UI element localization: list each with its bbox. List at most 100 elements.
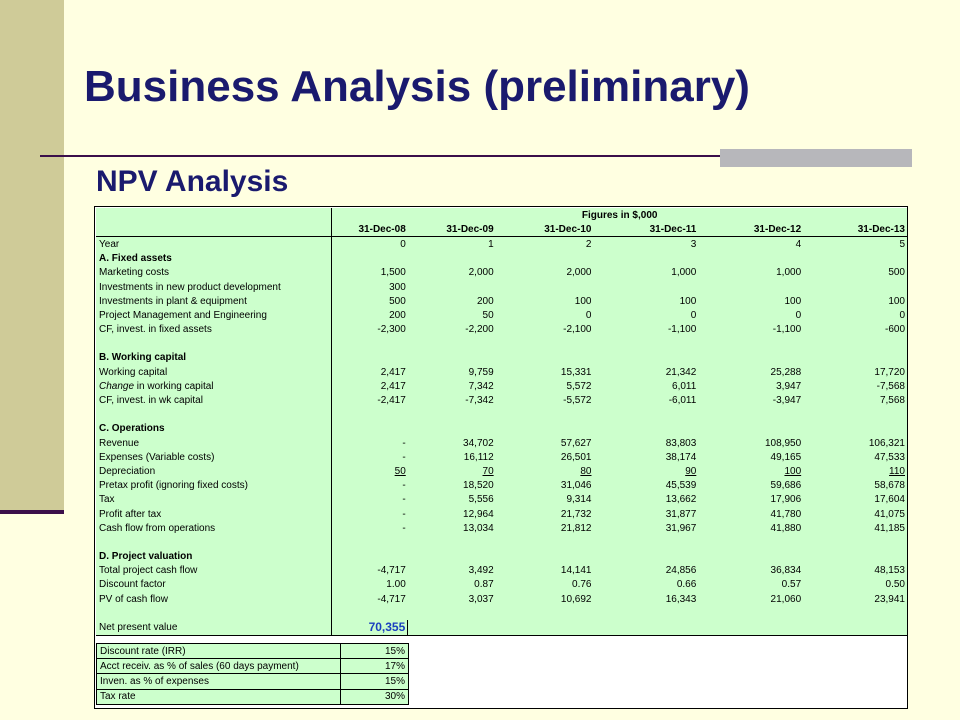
table-row-pat: Profit after tax -12,964 21,732 31,877 41,78… <box>96 506 907 522</box>
value-cell: 2,417 <box>331 365 408 380</box>
blank-cell <box>803 606 907 621</box>
value-cell: 15,331 <box>495 365 594 380</box>
value-cell: -2,417 <box>331 393 408 408</box>
table-row-inv-plant: Investments in plant & equipment 500 200 10… <box>96 294 907 309</box>
value-cell: 106,321 <box>803 436 907 451</box>
blank-cell <box>331 407 408 422</box>
value-cell: -1,100 <box>593 322 699 337</box>
value-cell: 16,343 <box>593 592 699 607</box>
blank-cell <box>803 620 907 636</box>
value-cell: 1 <box>407 236 496 252</box>
title-rule <box>40 155 912 157</box>
value-cell: 3,037 <box>407 592 496 607</box>
blank-cell <box>331 535 408 550</box>
npv-value-cell: 70,355 <box>331 620 409 636</box>
figures-note: Figures in $,000 <box>331 208 907 223</box>
table-row-sec-b: B. Working capital <box>96 350 907 366</box>
value-cell: 200 <box>407 294 496 309</box>
header-blank <box>96 222 333 238</box>
param-label: Tax rate <box>96 688 341 705</box>
value-cell: 34,702 <box>407 436 496 451</box>
row-label: Total project cash flow <box>96 563 333 578</box>
table-row-chg-wc: Change in working capital 2,417 7,342 5,572… <box>96 379 907 394</box>
value-cell: 2,417 <box>331 379 408 394</box>
value-cell: - <box>331 521 408 536</box>
value-cell: 100 <box>495 294 594 309</box>
value-cell: 0.50 <box>803 577 907 593</box>
section-heading: A. Fixed assets <box>96 251 333 266</box>
value-cell: 0 <box>593 308 699 323</box>
value-cell: 0 <box>495 308 594 323</box>
value-cell <box>593 279 699 295</box>
blank-cell <box>803 336 907 351</box>
value-cell: 58,678 <box>803 478 907 493</box>
row-label-italic: Change <box>99 380 135 392</box>
date-header: 31-Dec-12 <box>698 222 804 238</box>
param-row: Acct receiv. as % of sales (60 days paym… <box>96 658 409 675</box>
table-row-total-cf: Total project cash flow -4,717 3,492 14,141… <box>96 563 907 578</box>
blank-cell <box>803 350 907 366</box>
value-cell: 12,964 <box>407 506 496 522</box>
value-cell: -2,200 <box>407 322 496 337</box>
value-cell: 6,011 <box>593 379 699 394</box>
value-cell: 59,686 <box>698 478 804 493</box>
value-cell: 25,288 <box>698 365 804 380</box>
row-label: Profit after tax <box>96 506 333 522</box>
value-cell: 100 <box>593 294 699 309</box>
value-cell: -2,100 <box>495 322 594 337</box>
value-cell: 41,185 <box>803 521 907 536</box>
value-cell: 45,539 <box>593 478 699 493</box>
header-dates-row: 31-Dec-08 31-Dec-09 31-Dec-10 31-Dec-11 31-D… <box>96 222 907 238</box>
blank-cell <box>698 620 804 636</box>
table-row-blank1 <box>96 336 907 351</box>
value-cell: 41,780 <box>698 506 804 522</box>
value-cell: 5 <box>803 236 907 252</box>
blank-cell <box>407 606 496 621</box>
date-header: 31-Dec-10 <box>495 222 594 238</box>
row-label: Investments in new product development <box>96 279 333 295</box>
table-row-cf-wc: CF, invest. in wk capital -2,417 -7,342 -5,… <box>96 393 907 408</box>
value-cell: 500 <box>803 265 907 280</box>
row-label: Cash flow from operations <box>96 521 333 536</box>
date-header: 31-Dec-11 <box>593 222 699 238</box>
value-cell: 17,720 <box>803 365 907 380</box>
value-cell: 200 <box>331 308 408 323</box>
value-cell: 47,533 <box>803 450 907 465</box>
value-cell: 1,000 <box>593 265 699 280</box>
value-cell: -1,100 <box>698 322 804 337</box>
value-cell: 110 <box>803 464 907 479</box>
table-row-blank4 <box>96 606 907 621</box>
value-cell: - <box>331 436 408 451</box>
value-cell: 0 <box>698 308 804 323</box>
value-cell: 1,000 <box>698 265 804 280</box>
value-cell: -4,717 <box>331 592 408 607</box>
value-cell: 0 <box>331 236 408 252</box>
value-cell: 0 <box>803 308 907 323</box>
blank-cell <box>331 549 408 564</box>
value-cell: 80 <box>495 464 594 479</box>
value-cell <box>803 279 907 295</box>
blank-cell <box>407 336 496 351</box>
blank-cell <box>593 350 699 366</box>
value-cell: 38,174 <box>593 450 699 465</box>
row-label: Discount factor <box>96 577 333 593</box>
value-text: 100 <box>784 465 802 477</box>
value-cell: 31,967 <box>593 521 699 536</box>
blank-cell <box>593 549 699 564</box>
value-cell: 0.76 <box>495 577 594 593</box>
value-cell: 16,112 <box>407 450 496 465</box>
blank-cell <box>407 407 496 422</box>
value-cell: -4,717 <box>331 563 408 578</box>
table-row-wc: Working capital 2,417 9,759 15,331 21,342 25,… <box>96 365 907 380</box>
blank-cell <box>331 350 408 366</box>
value-cell: 2,000 <box>495 265 594 280</box>
value-text: 70 <box>482 465 494 477</box>
value-cell <box>407 279 496 295</box>
value-cell <box>495 279 594 295</box>
param-row: Tax rate 30% <box>96 688 409 705</box>
value-cell: 5,572 <box>495 379 594 394</box>
row-label: Working capital <box>96 365 333 380</box>
row-label: Marketing costs <box>96 265 333 280</box>
value-cell: - <box>331 450 408 465</box>
date-header: 31-Dec-08 <box>331 222 408 238</box>
